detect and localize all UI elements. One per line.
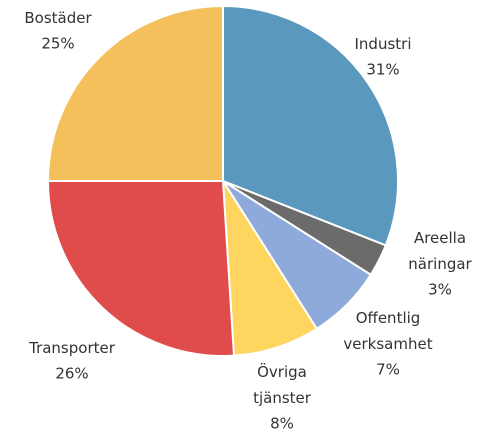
category-label: Övriga tjänster [253, 362, 312, 407]
value-label: 3% [428, 281, 452, 299]
pie-slice [46, 4, 224, 182]
category-label: Transporter [28, 339, 116, 357]
category-label: Bostäder [24, 9, 92, 27]
value-label: 31% [366, 61, 399, 79]
pie-slice [46, 180, 236, 357]
value-label: 7% [376, 361, 400, 379]
category-label: Offentlig verksamhet [343, 309, 432, 353]
category-label: Industri [355, 35, 412, 53]
value-label: 26% [55, 365, 88, 383]
category-label: Areella näringar [408, 229, 472, 273]
pie-slice [222, 4, 399, 247]
value-label: 8% [270, 415, 294, 433]
value-label: 25% [41, 35, 74, 53]
